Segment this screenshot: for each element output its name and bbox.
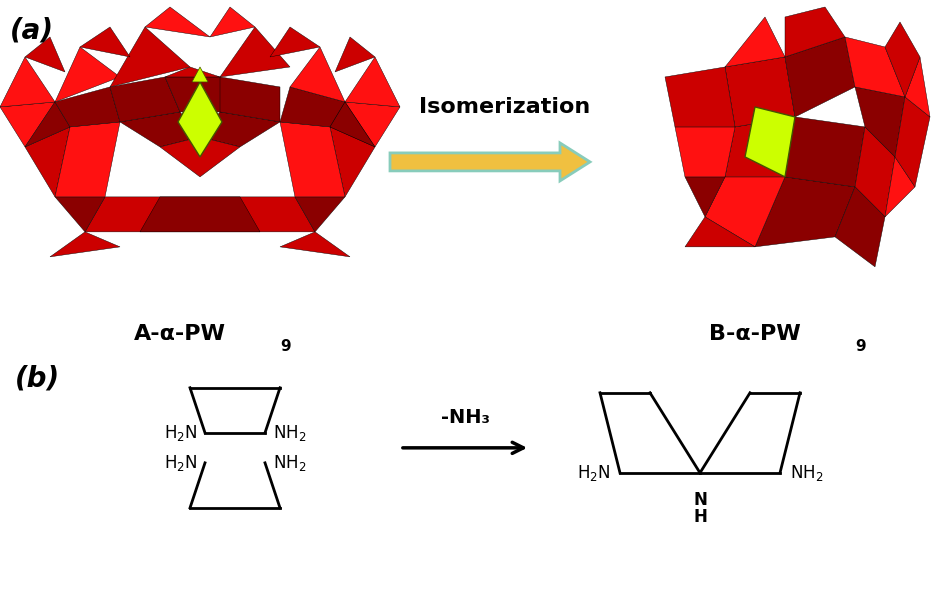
Polygon shape [50,232,120,257]
Polygon shape [145,7,210,37]
Polygon shape [725,117,795,177]
Polygon shape [845,37,905,97]
Polygon shape [345,57,400,107]
Polygon shape [855,127,895,217]
Polygon shape [0,57,55,107]
Polygon shape [855,87,905,157]
Polygon shape [55,197,105,232]
Polygon shape [685,177,725,217]
Text: $\mathrm{NH_2}$: $\mathrm{NH_2}$ [273,453,307,473]
Text: Isomerization: Isomerization [420,97,590,117]
Polygon shape [785,117,865,187]
Polygon shape [885,22,920,97]
Polygon shape [25,127,70,197]
Polygon shape [330,102,375,147]
Text: $\mathrm{H_2N}$: $\mathrm{H_2N}$ [164,453,197,473]
Polygon shape [0,102,55,147]
Text: (b): (b) [15,365,60,393]
Polygon shape [55,47,120,102]
Polygon shape [330,127,375,197]
Polygon shape [25,37,65,72]
Polygon shape [55,87,120,127]
Polygon shape [785,7,845,57]
Polygon shape [725,57,795,127]
FancyArrow shape [390,143,590,181]
Polygon shape [895,97,930,187]
Polygon shape [280,232,350,257]
Text: (a): (a) [10,17,54,45]
Polygon shape [178,82,222,157]
Polygon shape [665,67,735,127]
Polygon shape [705,177,785,247]
Polygon shape [745,107,795,177]
Polygon shape [200,112,280,147]
Polygon shape [755,177,855,247]
Polygon shape [905,57,930,117]
Text: $\mathrm{NH_2}$: $\mathrm{NH_2}$ [273,423,307,443]
Polygon shape [675,127,735,177]
Text: -NH₃: -NH₃ [441,408,489,428]
Polygon shape [280,87,345,127]
Polygon shape [835,187,885,267]
Polygon shape [165,77,230,112]
Text: $\mathrm{NH_2}$: $\mathrm{NH_2}$ [790,463,823,483]
Polygon shape [785,37,855,117]
Polygon shape [55,122,120,197]
Polygon shape [725,17,785,67]
Polygon shape [345,102,400,147]
Polygon shape [220,77,280,122]
Text: 9: 9 [280,339,290,355]
Polygon shape [160,137,240,177]
Polygon shape [210,7,255,37]
Polygon shape [295,197,345,232]
Polygon shape [165,67,220,77]
Polygon shape [85,197,315,232]
Polygon shape [330,102,375,147]
Polygon shape [280,122,345,197]
Text: 9: 9 [855,339,865,355]
Polygon shape [335,37,375,72]
Text: B-α-PW: B-α-PW [709,324,801,344]
Polygon shape [140,197,260,232]
Polygon shape [192,67,208,82]
Polygon shape [25,102,70,147]
Polygon shape [885,157,915,217]
Polygon shape [80,27,130,57]
Polygon shape [110,77,180,122]
Text: $\mathrm{H_2N}$: $\mathrm{H_2N}$ [577,463,610,483]
Polygon shape [270,27,320,57]
Text: H: H [693,508,707,526]
Text: N: N [693,491,707,509]
Polygon shape [110,27,190,87]
Polygon shape [120,112,200,147]
Text: $\mathrm{H_2N}$: $\mathrm{H_2N}$ [164,423,197,443]
Polygon shape [220,27,290,77]
Text: A-α-PW: A-α-PW [134,324,226,344]
Polygon shape [290,47,345,102]
Polygon shape [685,217,755,247]
